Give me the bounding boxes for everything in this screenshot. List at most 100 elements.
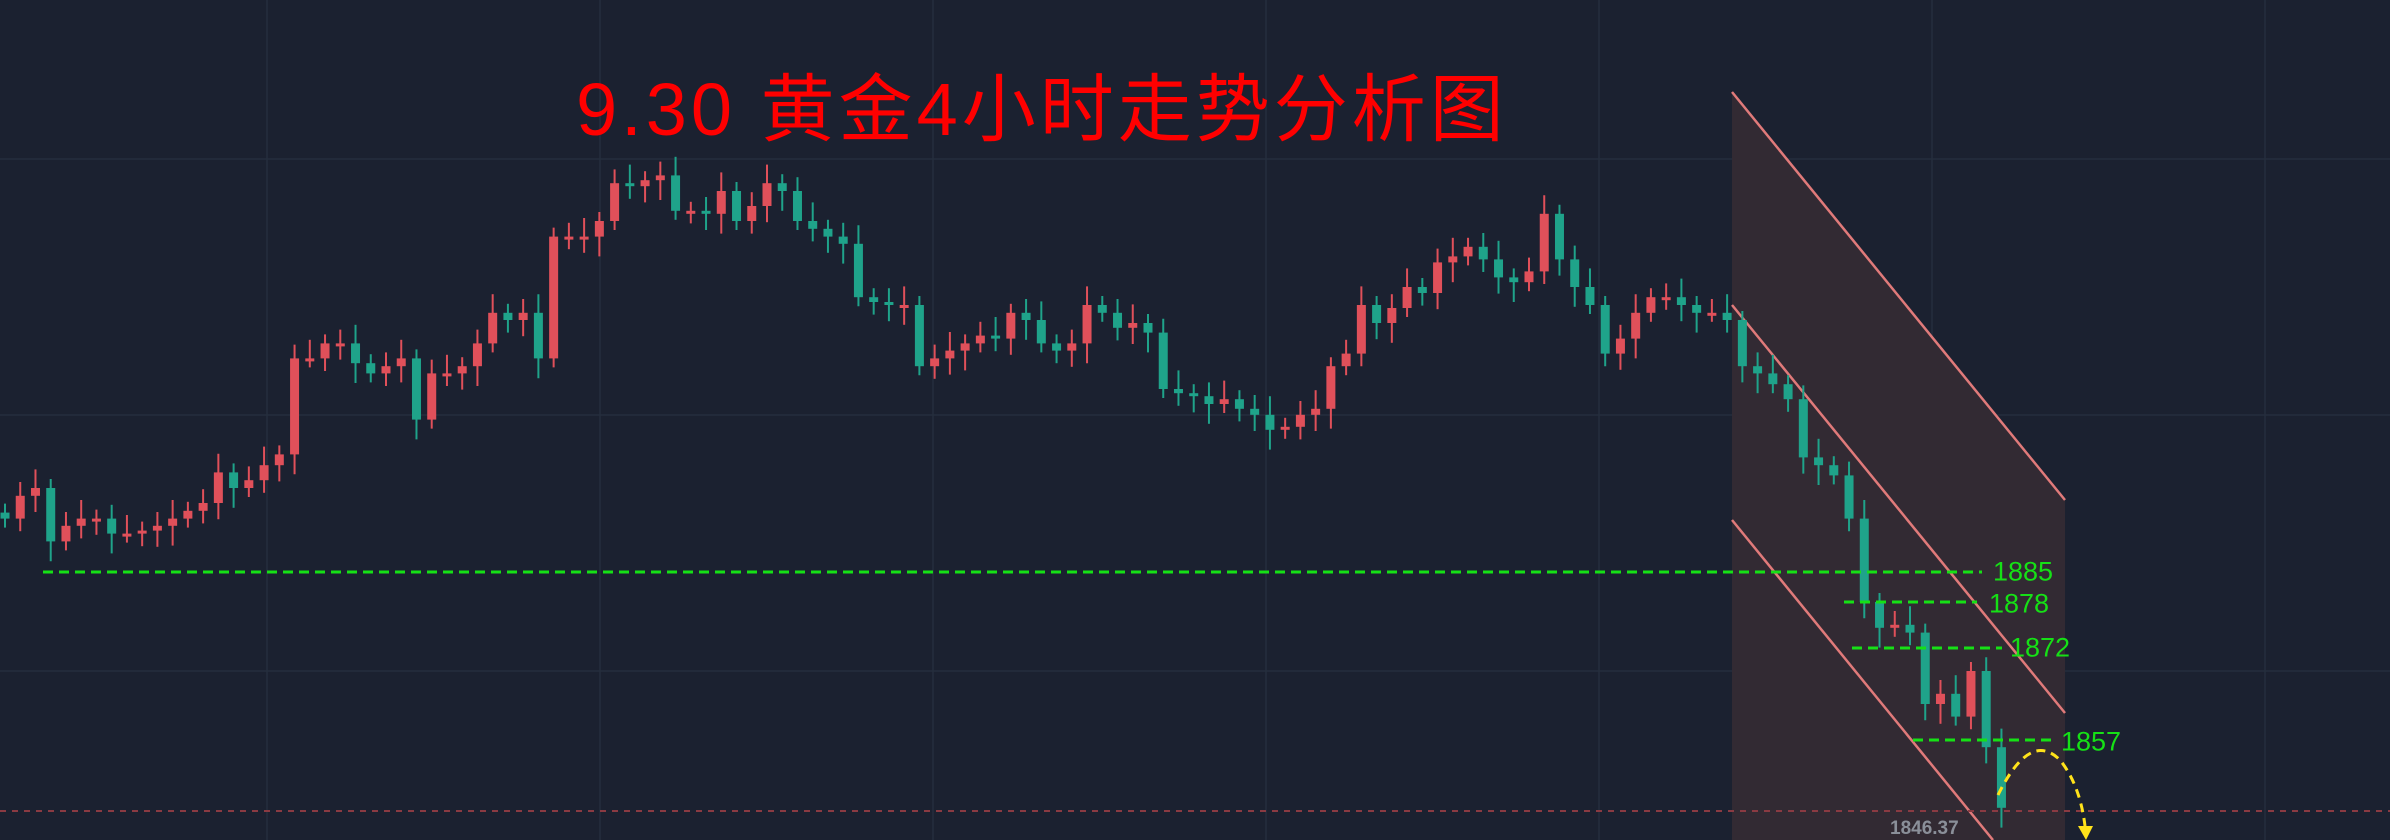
candle-body [46, 488, 56, 542]
candle-body [472, 343, 482, 367]
candle-body [777, 183, 787, 191]
candle-body [1615, 338, 1625, 354]
candle-body [457, 366, 467, 374]
candle-body [853, 243, 863, 298]
candle-body [381, 366, 391, 374]
candle-body [259, 465, 269, 481]
candle-body [1128, 323, 1138, 328]
candle-body [1113, 312, 1123, 328]
candle-body [396, 358, 406, 367]
candle-body [274, 454, 284, 466]
candle-body [1021, 312, 1031, 320]
candle-body [701, 210, 711, 214]
candle-body [1890, 624, 1900, 628]
candle-body [1250, 408, 1260, 415]
candle-body [1646, 297, 1656, 313]
candle-body [1676, 297, 1686, 305]
candle-body [533, 312, 543, 359]
candle-body [76, 518, 86, 526]
candle-body [1052, 343, 1062, 351]
candle-body [1707, 312, 1717, 316]
candle-body [305, 358, 315, 362]
candle-body [610, 183, 620, 221]
candle-body [1631, 312, 1641, 339]
candle-body [1875, 602, 1885, 628]
candle-body [1387, 308, 1397, 323]
candle-body [945, 350, 955, 359]
candle-body [1372, 305, 1382, 323]
candle-body [168, 518, 178, 526]
candle-body [716, 191, 726, 214]
candle-body [1158, 332, 1168, 389]
candle-body [244, 480, 254, 488]
candle-body [1844, 475, 1854, 519]
forecast-arrow-path [1996, 749, 2087, 827]
candle-body [930, 358, 940, 367]
candle-body [335, 343, 345, 347]
candle-body [503, 312, 513, 320]
candle-body [1356, 305, 1366, 354]
candle-body [1219, 399, 1229, 404]
candle-body [1798, 399, 1808, 458]
candle-body [1402, 287, 1412, 308]
candle-body [1280, 426, 1290, 430]
candle-body [427, 373, 437, 420]
candle-body [884, 302, 894, 305]
candle-body [61, 525, 71, 542]
candle-body [91, 518, 101, 522]
candle-body [1433, 262, 1443, 293]
candle-body [655, 175, 665, 181]
candle-body [1600, 305, 1610, 354]
chart-title: 9.30 黄金4小时走势分析图 [576, 68, 1508, 151]
candle-body [1295, 414, 1305, 427]
candle-body [1006, 312, 1016, 339]
candle-body [1570, 259, 1580, 287]
candle-body [594, 221, 604, 237]
candle-body [869, 297, 879, 302]
candle-body [1097, 305, 1107, 313]
candle-body [732, 191, 742, 221]
candle-body [229, 472, 239, 488]
candle-body [1173, 389, 1183, 394]
candle-body [1829, 465, 1839, 476]
candle-body [30, 488, 40, 496]
candle-body [351, 343, 361, 364]
level-label-1857: 1857 [2061, 726, 2122, 757]
candle-body [625, 183, 635, 187]
candle-body [1661, 297, 1671, 301]
candle-body [1539, 213, 1549, 272]
candle-body [183, 510, 193, 519]
candle-body [1143, 323, 1153, 333]
candle-body [1082, 305, 1092, 344]
candle-body [838, 236, 848, 244]
candle-body [1494, 259, 1504, 278]
candle-body [1905, 624, 1915, 633]
candle-body [1341, 353, 1351, 367]
candle-body [686, 210, 696, 214]
candle-body [579, 236, 589, 240]
arrow-head-icon [2078, 826, 2093, 840]
candle-body [1996, 747, 2006, 808]
candle-body [747, 206, 757, 221]
candle-body [975, 335, 985, 344]
candle-body [1463, 246, 1473, 257]
candle-body [122, 533, 132, 537]
candle-body [1067, 343, 1077, 351]
candle-body [914, 305, 924, 367]
candle-body [1920, 632, 1930, 704]
level-label-1878: 1878 [1989, 588, 2050, 619]
candle-body [1859, 518, 1869, 602]
candle-body [808, 221, 818, 229]
candle-body [442, 373, 452, 377]
candle-body [564, 236, 574, 240]
candle-body [1722, 312, 1732, 320]
candle-body [1783, 384, 1793, 400]
candle-body [1326, 366, 1336, 409]
candle-body [488, 312, 498, 344]
candle-body [1737, 320, 1747, 367]
candle-body [290, 358, 300, 455]
channel-fill [1732, 92, 2065, 840]
candle-body [991, 335, 1001, 339]
